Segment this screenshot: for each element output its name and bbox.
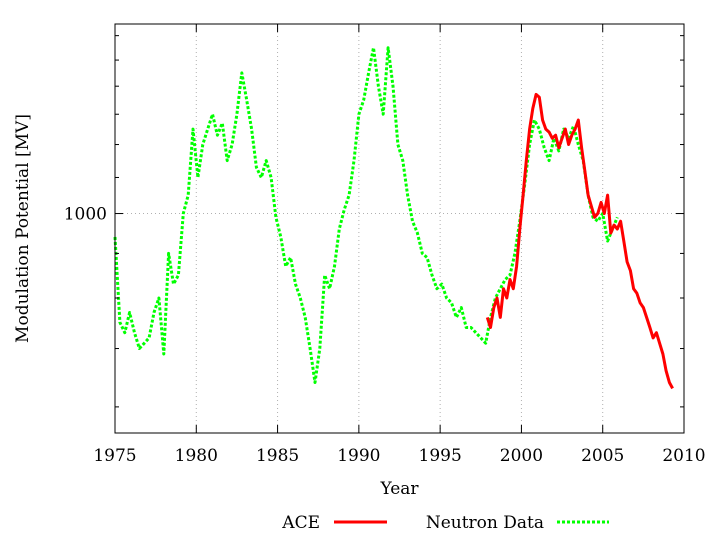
grid-lines (115, 24, 684, 433)
x-tick-label: 1985 (256, 446, 299, 466)
x-tick-label: 2000 (500, 446, 543, 466)
x-tick-label: 1980 (175, 446, 218, 466)
x-axis-title: Year (379, 479, 419, 499)
x-tick-label: 2005 (581, 446, 624, 466)
series-line-neutron-data (113, 46, 619, 384)
series-layer (113, 46, 674, 390)
x-tick-label: 2010 (662, 446, 705, 466)
legend: ACE Neutron Data (281, 513, 609, 533)
plot-frame (114, 23, 685, 434)
x-tick-label: 1990 (337, 446, 380, 466)
axis-ticks (114, 24, 685, 433)
legend-label-neutron-data: Neutron Data (426, 513, 544, 533)
series-line-ace (485, 92, 674, 390)
x-tick-label: 1975 (93, 446, 136, 466)
y-axis-title: Modulation Potential [MV] (13, 114, 33, 343)
x-tick-label: 1995 (419, 446, 462, 466)
y-tick-label: 1000 (64, 205, 107, 225)
tick-labels: 1975 1980 1985 1990 1995 2000 2005 2010 1000 (64, 205, 706, 466)
legend-label-ace: ACE (281, 513, 320, 533)
